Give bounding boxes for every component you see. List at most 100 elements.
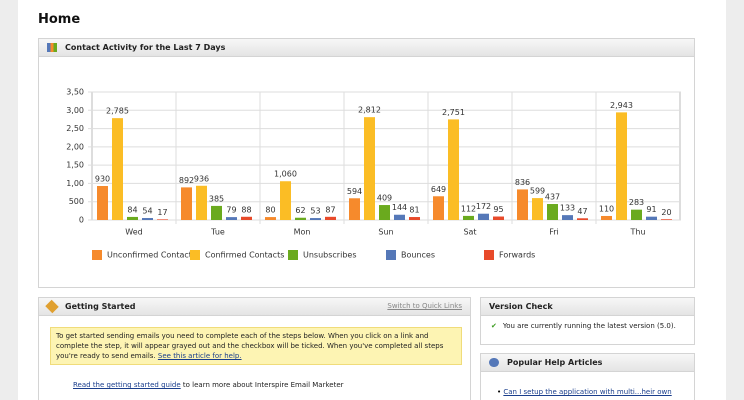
value-label: 283 [629, 198, 644, 207]
help-item: • Can I setup the application with multi… [497, 388, 672, 396]
value-label: 47 [577, 207, 587, 216]
bar [157, 219, 168, 220]
y-tick-label: 500 [69, 197, 84, 206]
bar [142, 218, 153, 220]
legend-label: Confirmed Contacts [205, 251, 284, 260]
legend-swatch [92, 250, 102, 260]
value-label: 80 [265, 206, 275, 215]
bar [601, 215, 612, 220]
value-label: 54 [142, 207, 152, 216]
bar [379, 205, 390, 220]
bar [211, 205, 222, 220]
value-label: 95 [493, 205, 503, 214]
legend-label: Unconfirmed Contacts [107, 251, 196, 260]
bar [97, 185, 108, 220]
bar [127, 216, 138, 220]
x-tick-label: Mon [294, 228, 311, 237]
bar [349, 198, 360, 220]
y-tick-label: 3,00 [66, 106, 84, 115]
value-label: 81 [409, 206, 419, 215]
bar [265, 217, 276, 220]
bar [616, 112, 627, 220]
intro-box: To get started sending emails you need t… [50, 327, 462, 365]
side-strip [726, 0, 744, 400]
guide-link[interactable]: Read the getting started guide [73, 381, 181, 389]
value-label: 88 [241, 205, 251, 214]
x-tick-label: Thu [629, 228, 645, 237]
value-label: 936 [194, 174, 209, 183]
legend-swatch [484, 250, 494, 260]
bar [364, 117, 375, 220]
x-tick-label: Sat [463, 228, 476, 237]
y-tick-label: 0 [79, 216, 84, 225]
value-label: 437 [545, 193, 560, 202]
bar [448, 119, 459, 220]
switch-link[interactable]: Switch to Quick Links [387, 302, 462, 310]
panel-header: Version Check [481, 298, 694, 316]
y-tick-label: 1,50 [66, 161, 84, 170]
bar [433, 196, 444, 220]
bar [661, 219, 672, 220]
value-label: 2,785 [106, 107, 129, 116]
bar [112, 118, 123, 220]
legend-label: Forwards [499, 251, 535, 260]
panel-header: Contact Activity for the Last 7 Days [39, 39, 694, 57]
value-label: 892 [179, 176, 194, 185]
x-tick-label: Fri [549, 228, 559, 237]
x-tick-label: Tue [210, 228, 225, 237]
x-tick-label: Wed [125, 228, 142, 237]
bar [532, 198, 543, 220]
value-label: 2,751 [442, 108, 465, 117]
version-message-row: ✔ You are currently running the latest ve… [491, 322, 676, 330]
bar [562, 215, 573, 220]
value-label: 2,812 [358, 106, 381, 115]
value-label: 2,943 [610, 101, 633, 110]
bar [478, 213, 489, 220]
bar [517, 189, 528, 220]
value-label: 17 [157, 208, 167, 217]
panel-header: Getting Started Switch to Quick Links [39, 298, 470, 316]
version-message: You are currently running the latest ver… [502, 322, 676, 330]
value-label: 144 [392, 203, 407, 212]
bar [547, 204, 558, 220]
value-label: 79 [226, 206, 236, 215]
bar [394, 214, 405, 220]
value-label: 649 [431, 185, 446, 194]
bar [196, 185, 207, 220]
legend-label: Bounces [401, 251, 435, 260]
value-label: 84 [127, 205, 137, 214]
value-label: 385 [209, 194, 224, 203]
y-tick-label: 1,00 [66, 179, 84, 188]
bar [577, 218, 588, 220]
bar [631, 209, 642, 220]
legend-swatch [288, 250, 298, 260]
bar [325, 216, 336, 220]
help-link[interactable]: Can I setup the application with multi..… [503, 388, 672, 396]
value-label: 20 [661, 208, 671, 217]
value-label: 1,060 [274, 170, 297, 179]
value-label: 53 [310, 207, 320, 216]
panel-title: Popular Help Articles [507, 358, 603, 367]
panel-title: Version Check [489, 302, 553, 311]
bar [226, 217, 237, 220]
value-label: 133 [560, 204, 575, 213]
panel-header: Popular Help Articles [481, 354, 694, 372]
bar [310, 218, 321, 220]
panel-title: Contact Activity for the Last 7 Days [65, 43, 226, 52]
value-label: 91 [646, 205, 656, 214]
value-label: 112 [461, 204, 476, 213]
getting-started-panel: Getting Started Switch to Quick Links To… [38, 297, 471, 400]
guide-text: to learn more about Interspire Email Mar… [182, 381, 344, 389]
bar [493, 216, 504, 220]
help-link[interactable]: See this article for help. [157, 352, 242, 360]
value-label: 836 [515, 178, 530, 187]
value-label: 110 [599, 204, 614, 213]
panel-title: Getting Started [65, 302, 136, 311]
y-tick-label: 2,50 [66, 124, 84, 133]
page-title: Home [38, 12, 81, 27]
check-icon: ✔ [491, 322, 497, 330]
value-label: 62 [295, 206, 305, 215]
chart: 0 500 1,00 1,50 2,00 2,50 3,00 3,50 Wed 930 2,785 8… [66, 88, 681, 260]
side-strip [0, 0, 18, 400]
